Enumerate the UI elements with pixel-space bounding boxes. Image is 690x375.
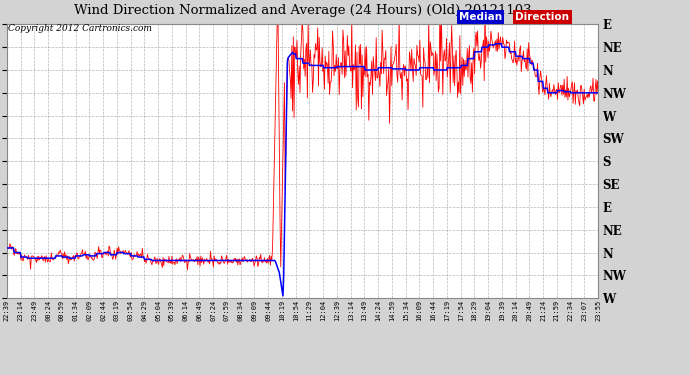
- Text: 19:04: 19:04: [485, 300, 491, 321]
- Text: 07:24: 07:24: [210, 300, 216, 321]
- Text: 08:34: 08:34: [237, 300, 244, 321]
- Text: 23:55: 23:55: [595, 300, 601, 321]
- Text: 21:59: 21:59: [554, 300, 560, 321]
- Text: 14:59: 14:59: [389, 300, 395, 321]
- Text: 06:49: 06:49: [197, 300, 202, 321]
- Text: 00:59: 00:59: [59, 300, 65, 321]
- Text: 10:19: 10:19: [279, 300, 285, 321]
- Text: 17:19: 17:19: [444, 300, 450, 321]
- Text: 14:24: 14:24: [375, 300, 381, 321]
- Text: 06:14: 06:14: [183, 300, 188, 321]
- Text: 09:09: 09:09: [251, 300, 257, 321]
- Text: 12:39: 12:39: [334, 300, 340, 321]
- Text: 13:14: 13:14: [348, 300, 354, 321]
- Text: 23:49: 23:49: [32, 300, 37, 321]
- Text: 21:24: 21:24: [540, 300, 546, 321]
- Text: 22:34: 22:34: [568, 300, 573, 321]
- Text: 20:14: 20:14: [513, 300, 519, 321]
- Text: 17:54: 17:54: [457, 300, 464, 321]
- Text: 23:14: 23:14: [18, 300, 23, 321]
- Text: 00:24: 00:24: [45, 300, 51, 321]
- Text: Median: Median: [459, 12, 502, 22]
- Text: 15:34: 15:34: [403, 300, 408, 321]
- Text: 16:09: 16:09: [417, 300, 422, 321]
- Text: 23:07: 23:07: [582, 300, 587, 321]
- Text: 05:04: 05:04: [155, 300, 161, 321]
- Text: 02:09: 02:09: [86, 300, 92, 321]
- Text: 22:39: 22:39: [4, 300, 10, 321]
- Text: 04:29: 04:29: [141, 300, 148, 321]
- Text: 05:39: 05:39: [169, 300, 175, 321]
- Text: 01:34: 01:34: [72, 300, 79, 321]
- Text: 03:54: 03:54: [128, 300, 134, 321]
- Text: 12:04: 12:04: [320, 300, 326, 321]
- Text: Direction: Direction: [515, 12, 569, 22]
- Text: 13:49: 13:49: [362, 300, 368, 321]
- Text: Copyright 2012 Cartronics.com: Copyright 2012 Cartronics.com: [8, 24, 152, 33]
- Text: 11:29: 11:29: [306, 300, 313, 321]
- Text: 07:59: 07:59: [224, 300, 230, 321]
- Text: 19:39: 19:39: [499, 300, 505, 321]
- Text: 09:44: 09:44: [265, 300, 271, 321]
- Text: 03:19: 03:19: [114, 300, 120, 321]
- Text: 02:44: 02:44: [100, 300, 106, 321]
- Text: 18:29: 18:29: [471, 300, 477, 321]
- Text: 10:54: 10:54: [293, 300, 299, 321]
- Text: Wind Direction Normalized and Average (24 Hours) (Old) 20121103: Wind Direction Normalized and Average (2…: [74, 4, 531, 17]
- Text: 20:49: 20:49: [526, 300, 533, 321]
- Text: 16:44: 16:44: [430, 300, 436, 321]
